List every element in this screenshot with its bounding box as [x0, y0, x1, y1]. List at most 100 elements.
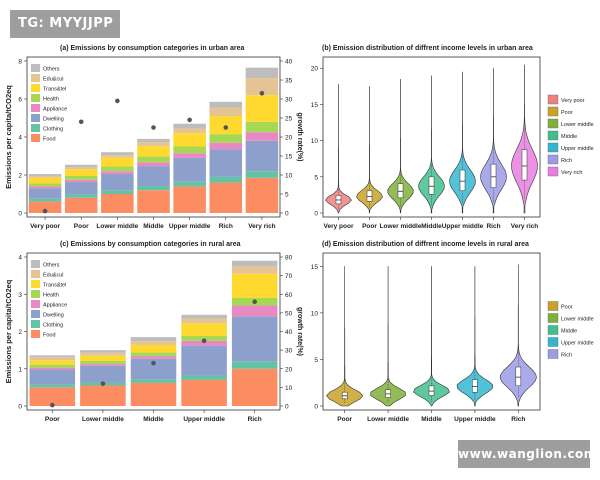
panel-a-bar-lower-middle-clothing	[101, 190, 134, 194]
panel-a-bar-rich-trans-tel	[209, 116, 243, 135]
panel-a-bar-very-poor-edu-cul	[28, 175, 62, 178]
panel-a-bar-middle-edu-cul	[137, 142, 170, 147]
panel-a-bar-lower-middle-food	[101, 194, 134, 213]
panel-a-y2tick-label: 5	[285, 192, 289, 199]
panel-c-ylabel-right: growth rate(%)	[296, 307, 303, 356]
panel-c-bar-middle-food	[130, 382, 177, 406]
panel-b-legend-label-upper-middle: Upper middle	[561, 146, 594, 152]
panel-b-legend-label-rich: Rich	[561, 158, 572, 164]
panel-c-legend-label-clothing: Clothing	[43, 323, 63, 329]
panel-c-bar-upper-middle-appliance	[181, 340, 227, 346]
panel-c-bar-poor-trans-tel	[29, 360, 76, 365]
panel-a-bar-middle-food	[137, 190, 170, 213]
panel-c-legend-label-edu-cul: Edu&cul	[43, 273, 64, 279]
panel-c-bar-lower-middle-edu-cul	[80, 352, 126, 356]
panel-c-legend-swatch-appliance	[31, 300, 40, 308]
panel-a-growth-point-upper-middle	[187, 117, 192, 123]
panel-d-xtick-poor: Poor	[337, 416, 352, 423]
panel-c-bar-lower-middle-appliance	[80, 363, 126, 366]
panel-c-y2tick-label: 40	[285, 329, 293, 336]
panel-a-bar-lower-middle-dwelling	[101, 174, 134, 191]
panel-a-bar-lower-middle-others	[101, 152, 134, 156]
panel-a-bar-poor-appliance	[64, 179, 98, 183]
panel-d-legend-label-lower-middle: Lower middle	[561, 317, 594, 323]
panel-c-bar-rich-food	[231, 368, 278, 406]
panel-c-legend-label-health: Health	[43, 293, 59, 299]
panel-d-legend-label-middle: Middle	[561, 329, 577, 335]
panel-a-legend-label-trans-tel: Trans&tel	[43, 87, 66, 93]
panel-b-box-poor	[366, 190, 373, 202]
panel-d-xtick-rich: Rich	[511, 416, 525, 423]
panel-a-bar-very-rich-clothing	[245, 171, 279, 178]
panel-a-bar-poor-others	[64, 164, 98, 168]
panel-d-legend-swatch-lower-middle	[547, 313, 559, 323]
panel-b-ytick-label: 10	[311, 138, 319, 145]
panel-c-ytick-label: 4	[18, 255, 22, 262]
panel-a-xtick-rich: Rich	[219, 223, 233, 230]
panel-a-bar-poor-dwelling	[64, 182, 98, 195]
panel-b-legend-swatch-upper-middle	[547, 142, 559, 153]
panel-c-legend-swatch-health	[31, 290, 40, 298]
panel-c-ytick-label: 0	[18, 404, 22, 411]
panel-a-bar-rich-edu-cul	[209, 107, 243, 117]
panel-a-y2tick-label: 30	[285, 97, 293, 104]
panel-b-xtick-lower-middle: Lower middle	[380, 223, 422, 230]
panel-a-bar-very-rich-trans-tel	[245, 95, 279, 122]
panel-c-legend-swatch-dwelling	[31, 310, 40, 318]
panel-a-legend-swatch-others	[31, 64, 40, 72]
panel-d-ytick-label: 0	[314, 404, 318, 411]
panel-a-y2tick-label: 25	[285, 116, 293, 123]
panel-a-bar-middle-others	[137, 138, 170, 143]
panel-a-bar-lower-middle-appliance	[101, 171, 134, 175]
panel-d-legend-swatch-upper-middle	[547, 337, 559, 347]
panel-d-title: (d) Emission distribution of diffrent in…	[322, 241, 529, 248]
panel-d-legend-swatch-poor	[547, 301, 559, 311]
panel-c-xtick-poor: Poor	[45, 416, 60, 423]
panel-d-ytick-label: 5	[314, 357, 318, 364]
panel-a-growth-point-middle	[151, 125, 156, 130]
panel-d-xtick-lower-middle: Lower middle	[367, 416, 409, 423]
panel-a-y2tick-label: 40	[285, 59, 293, 66]
panel-d-legend-swatch-middle	[547, 325, 559, 335]
panel-d-ytick-label: 10	[311, 310, 319, 317]
panel-a-bar-rich-clothing	[209, 176, 243, 183]
panel-a-y2tick-label: 15	[285, 154, 293, 161]
panel-b-xtick-upper-middle: Upper middle	[442, 223, 484, 230]
panel-a-legend-label-health: Health	[43, 97, 59, 103]
panel-a-bar-very-rich-health	[245, 121, 279, 133]
panel-a-y2tick-label: 0	[285, 211, 289, 218]
panel-b-box-lower-middle	[397, 183, 404, 199]
panel-c-bar-poor-clothing	[29, 384, 76, 388]
panel-c-legend-swatch-food	[31, 330, 40, 338]
panel-c-growth-point-rich	[252, 299, 257, 305]
panel-a-bar-upper-middle-trans-tel	[173, 133, 206, 147]
panel-a-y2tick-label: 20	[285, 135, 293, 142]
panel-a-bar-lower-middle-edu-cul	[101, 155, 134, 158]
panel-c-y2tick-label: 20	[285, 366, 293, 373]
panel-c-xtick-upper-middle: Upper middle	[183, 416, 225, 423]
panel-a-bar-very-poor-health	[28, 183, 62, 187]
panel-c-bar-rich-appliance	[231, 305, 278, 317]
watermark-top-left: TG: MYYJJPP	[10, 10, 120, 38]
panel-b-xtick-very-poor: Very poor	[324, 223, 354, 230]
panel-c-bar-upper-middle-clothing	[181, 375, 227, 380]
panel-a-xtick-very-poor: Very poor	[30, 223, 60, 230]
panel-c-bar-middle-edu-cul	[130, 341, 177, 345]
panel-c-ylabel: Emissions per capita/tCO2eq	[4, 279, 13, 383]
panel-c-growth-point-poor	[50, 402, 55, 408]
panel-b-ytick-label: 15	[311, 102, 319, 109]
panel-a-bar-upper-middle-edu-cul	[173, 128, 206, 134]
panel-a-legend-swatch-trans-tel	[31, 84, 40, 92]
panel-a-ylabel: Emissions per capita/tCO2eq	[4, 85, 13, 189]
panel-a-bar-very-poor-clothing	[28, 198, 62, 202]
panel-c-legend-label-appliance: Appliance	[43, 303, 67, 309]
panel-a-ytick-label: 6	[18, 97, 22, 104]
panel-a-growth-point-very-rich	[259, 91, 265, 96]
panel-b-title: (b) Emission distribution of diffrent in…	[322, 45, 533, 52]
panel-a-xtick-poor: Poor	[74, 223, 89, 230]
panel-a-bar-very-poor-trans-tel	[28, 177, 62, 184]
panel-a-legend-swatch-edu-cul	[31, 74, 40, 82]
panel-c-y2tick-label: 30	[285, 348, 293, 355]
panel-c-legend-label-others: Others	[43, 263, 60, 269]
panel-b-box-upper-middle	[459, 169, 466, 191]
